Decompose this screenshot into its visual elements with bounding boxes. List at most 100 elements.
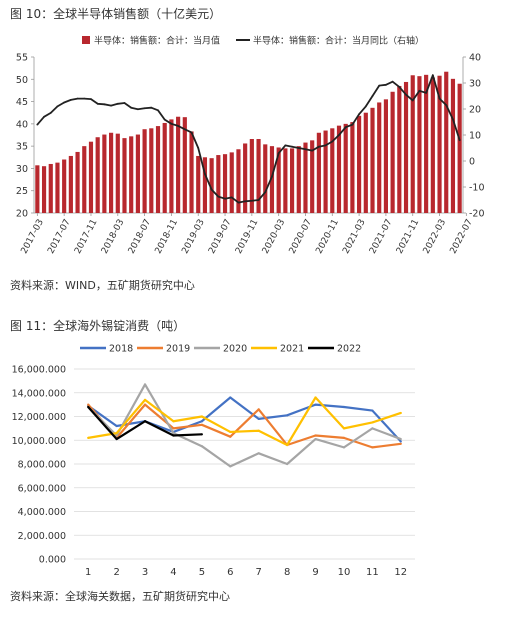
chart2-x-tick-label: 5: [199, 567, 205, 578]
yoy-point: [157, 109, 159, 112]
series-point-2022: [115, 437, 118, 441]
sales-bar: [437, 75, 442, 213]
sales-bar: [35, 165, 40, 213]
yoy-point: [304, 148, 307, 151]
legend-swatch-sales: [82, 36, 90, 44]
chart2-x-tick-label: 12: [394, 567, 407, 578]
sales-bar: [424, 74, 429, 213]
sales-bar: [263, 144, 268, 213]
yoy-point: [116, 102, 119, 105]
sales-bar: [102, 134, 107, 213]
yoy-point: [425, 91, 428, 94]
semiconductor-sales-chart: 半导体：销售额：合计：当月值 半导体：销售额：合计：当月同比（右轴） 20 25 30 3…: [16, 35, 485, 256]
series-point-2020: [143, 383, 147, 386]
yoy-point: [371, 95, 374, 97]
chart1-x-tick-label: 2020-03: [261, 218, 287, 256]
series-point-2021: [314, 396, 317, 399]
sales-bar: [316, 132, 321, 213]
yoy-point: [331, 140, 334, 143]
chart2-x-tick-label: 7: [256, 567, 262, 578]
yoy-point: [297, 147, 300, 149]
sales-bar: [343, 123, 348, 213]
series-point-2018: [257, 417, 260, 420]
yoy-point: [438, 97, 441, 100]
yoy-point: [103, 103, 106, 106]
chart1-x-tick-label: 2022-07: [449, 218, 475, 256]
sales-bar: [169, 119, 174, 213]
sales-bar: [162, 122, 167, 213]
yoy-line: [36, 74, 461, 204]
chart1-right-tick-label: 40: [469, 53, 481, 64]
chart1-left-tick-label: 35: [16, 142, 28, 153]
series-point-2020: [257, 452, 260, 455]
sales-bar: [444, 71, 449, 214]
sales-bar: [62, 159, 67, 213]
sales-bar: [397, 85, 402, 213]
yoy-point: [63, 101, 66, 104]
chart2-x-tick-label: 6: [227, 567, 233, 578]
chart2-x-tick-label: 9: [312, 567, 318, 578]
yoy-point: [56, 105, 59, 108]
sales-bar: [283, 148, 288, 213]
yoy-point: [69, 99, 72, 101]
yoy-point: [210, 188, 213, 191]
series-point-2021: [399, 411, 402, 415]
series-point-2018: [286, 414, 289, 417]
legend-label-sales: 半导体：销售额：合计：当月值: [94, 35, 220, 47]
yoy-point: [291, 145, 293, 148]
chart1-x-tick-label: 2019-07: [207, 218, 233, 256]
chart1-x-tick-label: 2021-11: [395, 218, 421, 256]
chart1-x-tick-label: 2017-03: [20, 218, 46, 256]
sales-bar: [115, 133, 120, 213]
yoy-point: [137, 108, 139, 111]
series-points-2020: [87, 383, 402, 468]
series-point-2020: [371, 427, 374, 430]
chart1-left-tick-label: 45: [16, 97, 28, 108]
yoy-point: [351, 123, 354, 126]
chart1-x-tick-label: 2021-07: [368, 218, 394, 256]
sales-bar: [243, 143, 248, 213]
yoy-point: [76, 97, 79, 100]
yoy-point: [411, 99, 414, 102]
chart2-y-tick-label: 10,000.000: [12, 436, 66, 447]
yoy-point: [452, 118, 454, 121]
sales-bar: [68, 155, 73, 213]
yoy-point: [244, 200, 247, 203]
legend-label-2022: 2022: [337, 344, 361, 355]
series-point-2018: [399, 440, 402, 443]
sales-bar: [236, 149, 241, 213]
sales-bar: [209, 158, 214, 213]
series-point-2022: [143, 420, 147, 423]
series-point-2019: [342, 436, 346, 439]
chart1-left-tick-label: 50: [16, 75, 28, 86]
sales-bar: [41, 166, 47, 213]
sales-bar: [430, 77, 435, 213]
series-point-2019: [371, 446, 374, 449]
sales-bar: [189, 131, 194, 213]
sales-bar: [417, 76, 422, 213]
chart1-x-tick-label: 2018-07: [127, 218, 153, 256]
yoy-point: [197, 147, 200, 149]
series-point-2019: [399, 442, 402, 445]
series-point-2021: [257, 429, 260, 432]
chart1-x-tick-label: 2019-03: [180, 218, 206, 256]
chart2-y-tick-label: 16,000.000: [12, 365, 66, 376]
chart1-right-tick-label: 30: [469, 79, 481, 90]
chart2-x-tick-label: 2: [113, 567, 119, 578]
sales-bar: [176, 116, 181, 213]
sales-bar: [129, 136, 134, 213]
series-point-2019: [200, 423, 203, 426]
sales-bar: [377, 102, 382, 213]
yoy-point: [237, 201, 240, 204]
sales-bar: [82, 146, 87, 213]
sales-bar: [276, 147, 281, 213]
chart1-right-tick-label: 10: [469, 131, 481, 142]
sales-bar: [296, 146, 301, 213]
sales-bar: [410, 75, 415, 213]
sales-bar: [95, 137, 100, 213]
sales-bar: [142, 129, 147, 213]
yoy-point: [277, 152, 280, 155]
series-point-2022: [87, 405, 90, 409]
yoy-point: [398, 86, 401, 88]
yoy-point: [49, 112, 52, 114]
